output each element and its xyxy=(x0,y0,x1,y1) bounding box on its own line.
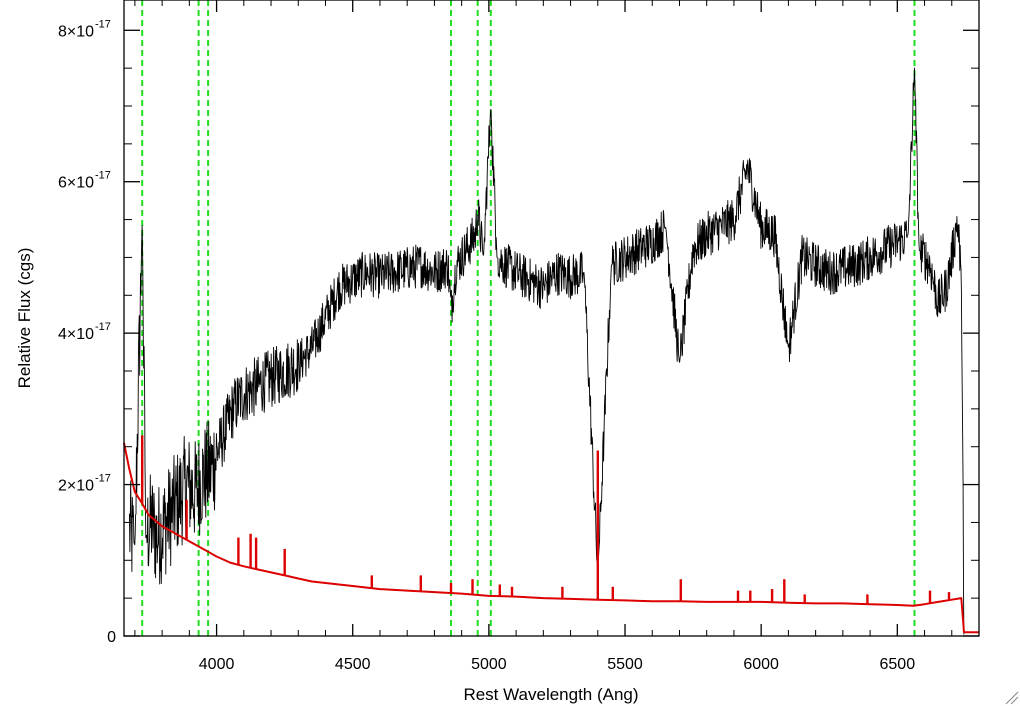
x-tick-label: 5000 xyxy=(471,656,507,673)
y-axis-ticks: 02×10 -174×10 -176×10 -178×10 -17 xyxy=(58,18,979,646)
x-tick-label: 4500 xyxy=(335,656,371,673)
y-tick-label: 8×10 xyxy=(58,23,94,40)
y-tick-label: 0 xyxy=(107,629,116,646)
x-axis-label: Rest Wavelength (Ang) xyxy=(463,685,638,704)
y-tick-exponent: -17 xyxy=(95,473,111,485)
y-tick-exponent: -17 xyxy=(95,18,111,30)
x-tick-label: 6000 xyxy=(743,656,779,673)
y-tick-label: 4×10 xyxy=(58,326,94,343)
y-tick-label: 6×10 xyxy=(58,175,94,192)
y-tick-label: 2×10 xyxy=(58,478,94,495)
y-tick-exponent: -17 xyxy=(95,321,111,333)
x-axis-ticks: 4000 4500 5000 5500 6000 6500 xyxy=(134,0,953,673)
reference-lines xyxy=(141,0,916,636)
resize-grip-icon[interactable] xyxy=(1005,691,1019,705)
series-line-0 xyxy=(128,67,965,635)
x-tick-label: 6500 xyxy=(880,656,916,673)
x-tick-label: 5500 xyxy=(607,656,643,673)
x-tick-label: 4000 xyxy=(199,656,235,673)
y-axis-label: Relative Flux (cgs) xyxy=(15,248,34,389)
series-line-1 xyxy=(123,442,979,634)
y-tick-exponent: -17 xyxy=(95,170,111,182)
series-layer xyxy=(123,67,979,635)
plot-frame xyxy=(123,0,980,637)
